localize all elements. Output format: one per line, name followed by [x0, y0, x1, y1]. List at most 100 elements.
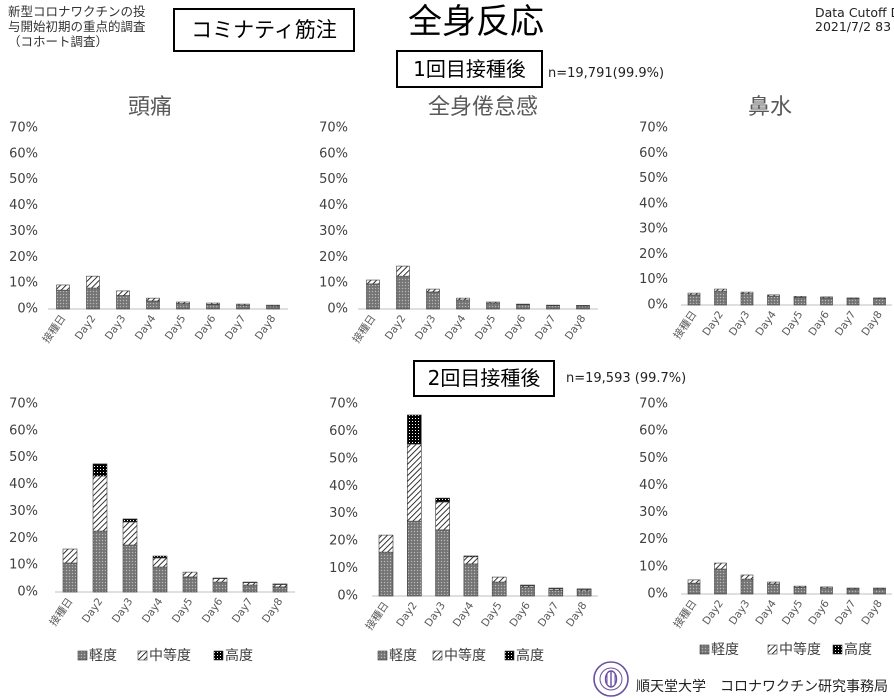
x-tick-label: Day8	[859, 598, 885, 627]
y-tick-label: 40%	[639, 478, 668, 493]
bar-moderate-day2	[396, 265, 410, 277]
bar-mild-day7	[846, 588, 860, 595]
bar-mild-day2	[396, 275, 410, 310]
y-tick-label: 20%	[639, 247, 668, 262]
x-tick-label: Day5	[163, 313, 189, 342]
study-line: 新型コロナワクチンの投	[8, 4, 146, 19]
y-tick-label: 30%	[9, 504, 38, 519]
bar-mild-vaccination-day	[56, 289, 70, 310]
bar-mild-day2	[92, 530, 108, 593]
bar-moderate-vaccination-day	[687, 292, 701, 296]
legend-swatch-moderate	[137, 650, 148, 661]
dose1-label-box: 1回目接種後	[396, 50, 543, 88]
x-tick-label: Day3	[422, 600, 448, 629]
legend-label-mild: 軽度	[89, 648, 117, 664]
bar-mild-day7	[242, 584, 258, 593]
y-tick-label: 0%	[647, 587, 668, 602]
bar-moderate-day2	[714, 562, 727, 570]
x-tick-label: Day7	[223, 313, 249, 342]
dose1-sample-size: n=19,791(99.9%)	[548, 66, 665, 81]
bar-moderate-day3	[740, 291, 754, 294]
x-tick-label: Day8	[564, 600, 590, 629]
y-tick-label: 70%	[639, 397, 668, 412]
legend-label-mild: 軽度	[711, 642, 739, 658]
y-tick-label: 30%	[319, 224, 348, 239]
bar-mild-day5	[793, 297, 807, 306]
legend-swatch-mild	[77, 650, 88, 661]
y-tick-label: 70%	[319, 121, 348, 136]
y-tick-label: 40%	[9, 477, 38, 492]
x-tick-label: Day6	[200, 596, 226, 626]
bar-moderate-day7	[242, 582, 258, 586]
x-tick-label: Day8	[563, 313, 589, 342]
x-tick-label: Day2	[383, 313, 409, 342]
x-tick-label: Day5	[170, 596, 196, 625]
x-tick-label: Day3	[413, 313, 439, 342]
bar-moderate-day8	[576, 305, 590, 307]
bar-moderate-day6	[820, 586, 833, 589]
bar-mild-day5	[486, 302, 500, 310]
y-tick-label: 20%	[639, 532, 668, 547]
chart-5: 0%10%20%30%40%50%60%70%接種日 Day2 Day3 Day4 Da…	[329, 397, 598, 664]
seal-stroke	[599, 667, 623, 691]
bar-mild-day6	[212, 581, 228, 593]
bar-moderate-day7	[846, 587, 860, 590]
y-tick-label: 20%	[329, 534, 358, 549]
bar-mild-vaccination-day	[378, 551, 394, 597]
y-tick-label: 40%	[329, 479, 358, 494]
bar-severe-day8	[272, 583, 288, 585]
x-tick-label: Day4	[140, 596, 166, 626]
bar-mild-day7	[236, 304, 250, 310]
bar-mild-vaccination-day	[62, 562, 78, 593]
y-tick-label: 60%	[639, 424, 668, 439]
x-tick-label: Day3	[103, 313, 129, 342]
x-tick-label: Day2	[700, 598, 726, 627]
y-tick-label: 70%	[9, 121, 38, 136]
bar-mild-day7	[546, 305, 560, 310]
x-tick-label: Day6	[503, 313, 529, 343]
bar-severe-day2	[92, 463, 108, 477]
chart-title-headache: 頭痛	[127, 95, 172, 120]
y-tick-label: 40%	[9, 198, 38, 213]
y-tick-label: 10%	[329, 561, 358, 576]
x-tick-label: Day4	[443, 313, 469, 343]
x-tick-label: Day5	[780, 598, 806, 627]
bar-severe-day3	[435, 497, 450, 503]
legend-label-severe: 高度	[844, 641, 872, 658]
x-tick-label: Day3	[727, 598, 753, 627]
bar-mild-day2	[714, 290, 727, 306]
bar-mild-day5	[491, 581, 507, 597]
bar-mild-day7	[846, 298, 860, 306]
bar-moderate-day5	[182, 571, 198, 578]
bar-moderate-vaccination-day	[366, 279, 380, 285]
bar-mild-day3	[116, 295, 130, 310]
bar-moderate-day2	[86, 275, 100, 289]
seal-stroke	[593, 661, 629, 697]
bar-mild-day8	[873, 298, 886, 306]
x-tick-label: Day6	[806, 309, 832, 339]
bar-moderate-day6	[212, 578, 228, 583]
bar-mild-day3	[740, 293, 754, 306]
bar-mild-vaccination-day	[687, 294, 701, 306]
y-tick-label: 0%	[337, 589, 358, 604]
y-tick-label: 20%	[319, 250, 348, 265]
bar-mild-day3	[122, 544, 138, 593]
y-tick-label: 50%	[329, 451, 358, 466]
y-tick-label: 70%	[639, 121, 668, 136]
y-tick-label: 0%	[17, 302, 38, 317]
bar-moderate-day3	[740, 574, 754, 580]
x-tick-label: Day6	[507, 600, 533, 630]
x-tick-label: Day3	[110, 596, 136, 625]
y-tick-label: 0%	[647, 298, 668, 313]
x-tick-label: Day8	[260, 596, 286, 625]
x-tick-label: Day2	[80, 596, 106, 625]
bar-severe-day3	[122, 518, 138, 523]
x-tick-label: Day6	[193, 313, 219, 343]
chart-title-fatigue: 全身倦怠感	[427, 95, 538, 120]
bar-mild-day2	[406, 520, 422, 597]
bar-moderate-day4	[456, 297, 470, 301]
study-line: （コホート調査）	[8, 34, 109, 49]
bar-moderate-day2	[92, 475, 108, 532]
bar-moderate-day4	[767, 581, 780, 585]
legend-label-severe: 高度	[516, 647, 544, 664]
